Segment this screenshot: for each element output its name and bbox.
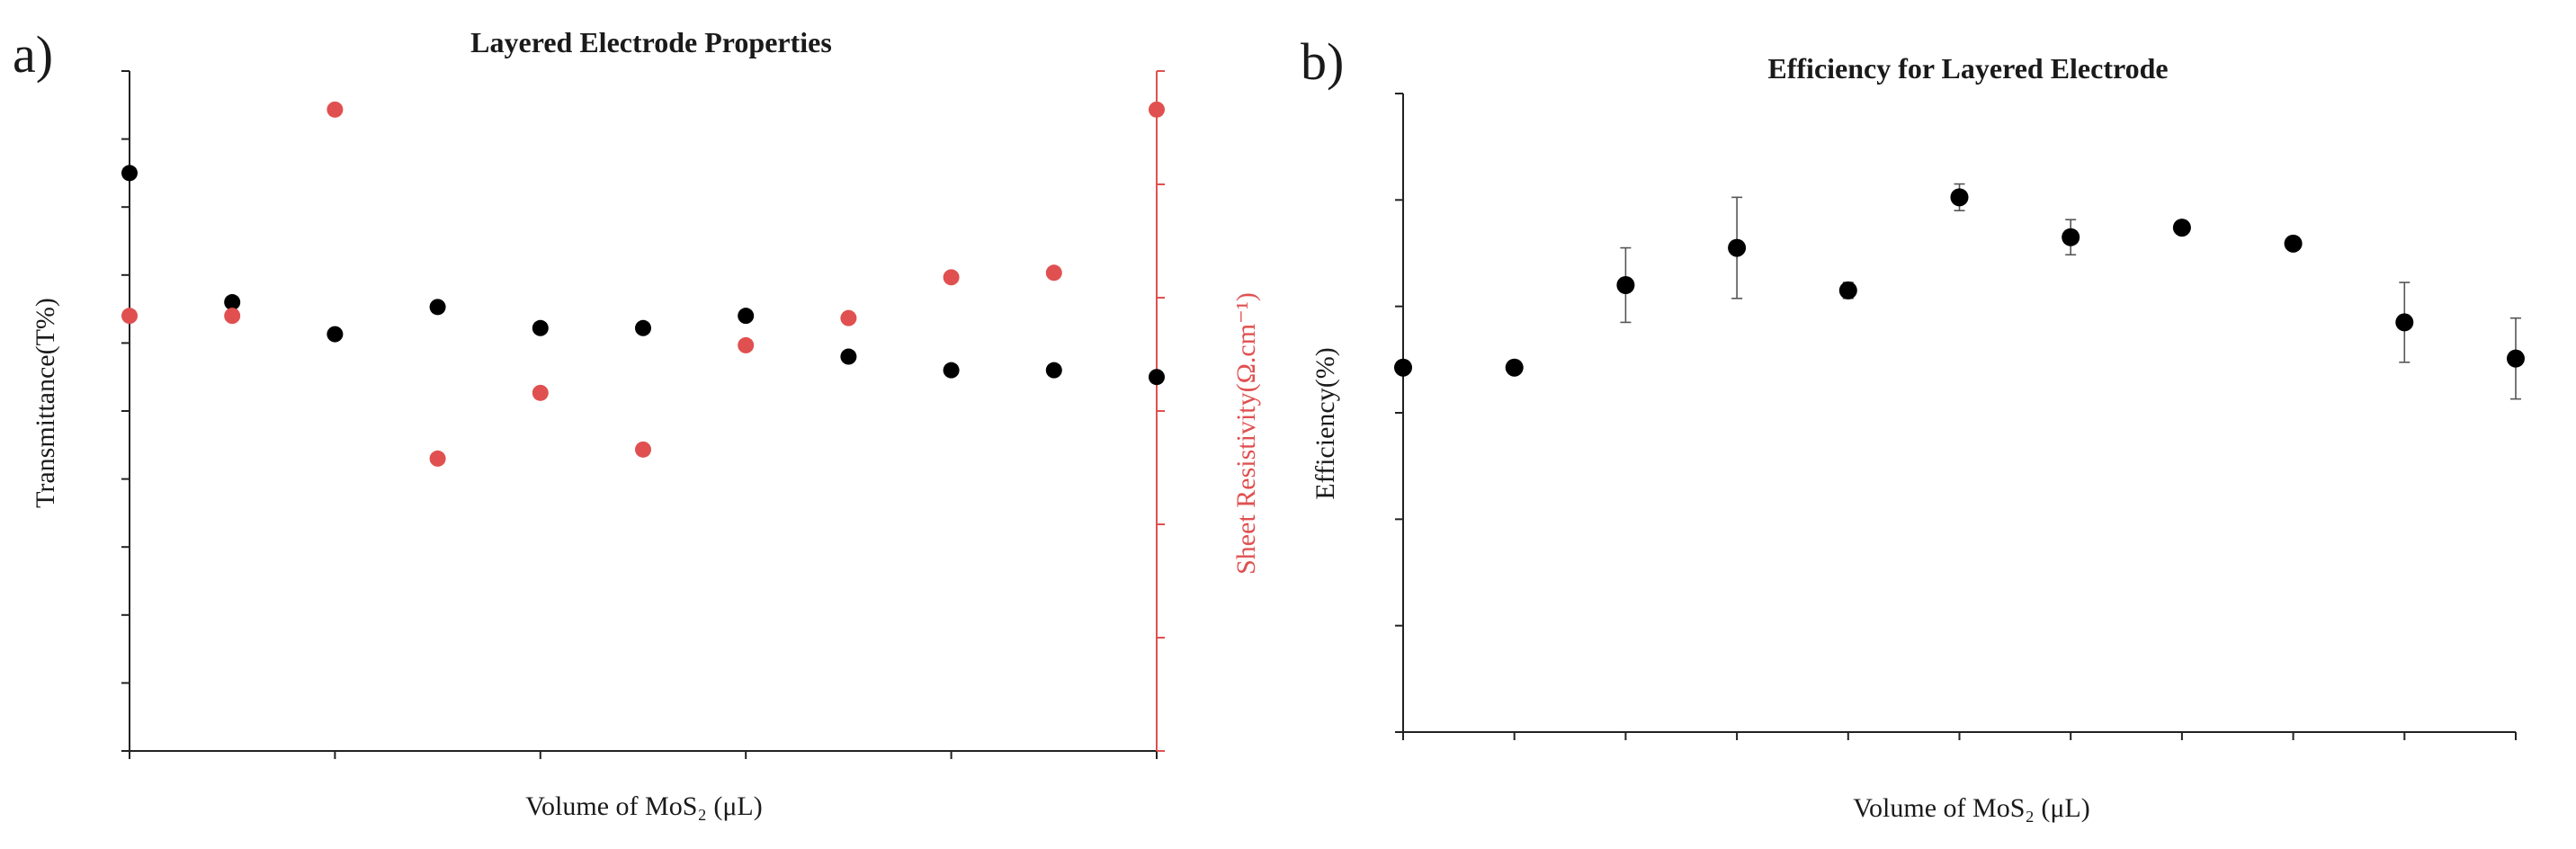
data-point [429, 299, 446, 316]
data-point [738, 336, 755, 353]
data-point [1394, 358, 1412, 377]
data-point [635, 319, 651, 336]
data-point [738, 308, 755, 325]
panel-a-y2-axis-label: Sheet Resistivity(Ω.cm⁻¹) [1231, 292, 1261, 575]
data-point [1045, 362, 1062, 379]
data-point [2062, 228, 2080, 246]
data-point [840, 348, 857, 365]
panel-a: a) Layered Electrode Properties Volume o… [13, 25, 1261, 821]
data-point [532, 384, 549, 401]
panel-a-x-axis-label: Volume of MoS₂ (μL) [525, 791, 762, 821]
panel-a-label: a) [13, 25, 53, 84]
data-point [121, 165, 138, 182]
data-point [326, 326, 344, 343]
panel-a-plot [121, 70, 1165, 759]
data-point [326, 101, 344, 118]
data-point [1616, 276, 1635, 294]
data-point [121, 308, 138, 325]
panel-b: b) Efficiency for Layered Electrode Volu… [1301, 32, 2525, 823]
panel-b-title: Efficiency for Layered Electrode [1767, 52, 2168, 85]
panel-a-y-axis-label: Transmittance(T%) [31, 298, 60, 508]
data-point [1838, 281, 1857, 299]
data-point [1149, 369, 1165, 386]
panel-a-title: Layered Electrode Properties [470, 26, 832, 58]
data-point [224, 294, 241, 311]
data-point [2284, 234, 2303, 253]
data-point [943, 362, 960, 379]
data-point [1505, 358, 1524, 377]
data-point [1728, 238, 1747, 257]
data-point [532, 319, 549, 336]
data-point [2395, 313, 2414, 332]
data-point [1045, 264, 1062, 282]
data-point [840, 309, 857, 326]
data-point [429, 450, 446, 467]
data-point [224, 308, 241, 325]
panel-b-label: b) [1301, 32, 1344, 91]
panel-b-plot [1394, 93, 2525, 740]
data-point [1149, 101, 1165, 118]
data-point [943, 269, 960, 286]
data-point [2172, 219, 2191, 237]
data-point [2507, 349, 2525, 368]
data-point [635, 441, 651, 458]
panel-b-y-axis-label: Efficiency(%) [1310, 347, 1340, 499]
panel-b-x-axis-label: Volume of MoS₂ (μL) [1853, 793, 2089, 823]
data-point [1950, 188, 1969, 207]
